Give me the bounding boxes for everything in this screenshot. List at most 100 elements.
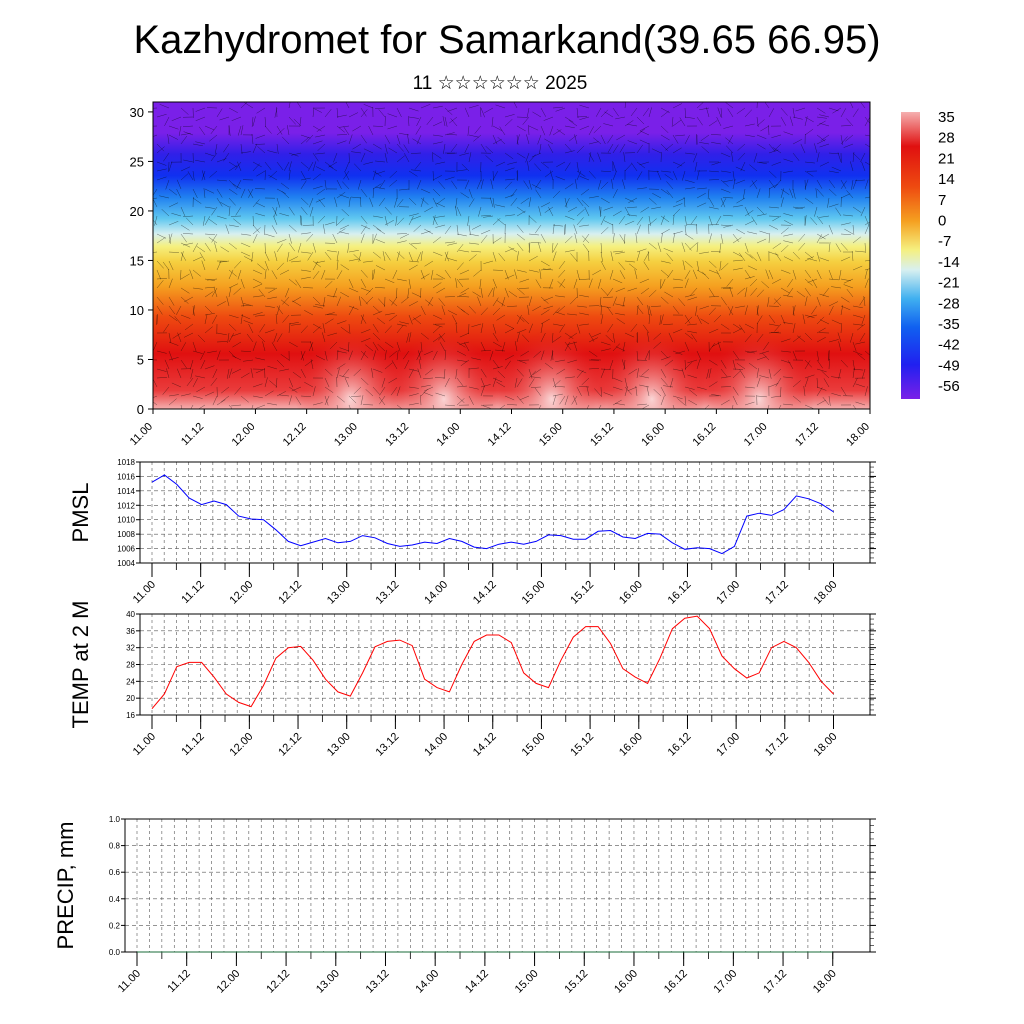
wind-barb — [864, 269, 868, 280]
x-tick-label: 11.12 — [179, 579, 206, 606]
wind-barb — [723, 125, 734, 129]
wind-barb — [672, 395, 683, 400]
wind-barb — [859, 332, 866, 342]
wind-barb — [600, 305, 611, 309]
wind-barb — [558, 269, 566, 278]
wind-barb — [852, 341, 857, 352]
wind-barb — [660, 170, 671, 173]
wind-barb — [183, 159, 194, 163]
wind-barb — [647, 332, 650, 343]
wind-barb — [744, 210, 754, 217]
wind-barb — [306, 134, 314, 143]
wind-barb — [360, 395, 364, 406]
series-line — [151, 615, 834, 710]
wind-barb — [416, 251, 422, 262]
wind-barb — [279, 213, 290, 217]
wind-barb — [828, 359, 830, 370]
wind-barb — [564, 150, 575, 154]
wind-barb — [732, 259, 743, 262]
wind-barb — [408, 368, 419, 372]
wind-barb — [159, 195, 170, 199]
wind-barb — [682, 260, 686, 271]
wind-barb — [396, 350, 399, 361]
wind-barb — [228, 206, 231, 217]
wind-barb — [827, 197, 830, 208]
wind-barb — [264, 269, 267, 280]
wind-barb — [548, 207, 554, 217]
wind-barb — [598, 404, 602, 409]
wind-barb — [774, 298, 782, 307]
wind-barb — [711, 341, 722, 347]
wind-barb — [838, 368, 842, 379]
wind-barb — [358, 251, 362, 262]
wind-barb — [564, 125, 575, 129]
wind-barb — [288, 116, 296, 125]
x-tick-label: 13.00 — [314, 968, 342, 996]
wind-barb — [183, 233, 194, 235]
wind-barb — [600, 368, 611, 370]
wind-barb — [852, 368, 863, 371]
wind-barb — [576, 170, 582, 181]
wind-barb — [514, 269, 518, 280]
x-tick-label: 16.00 — [617, 579, 645, 607]
wind-barb — [240, 314, 251, 320]
wind-barb — [272, 206, 278, 217]
wind-barb — [690, 287, 698, 296]
x-tick-label: 12.12 — [264, 968, 292, 996]
wind-barb — [840, 179, 847, 189]
wind-barb — [420, 305, 426, 316]
wind-barb — [180, 287, 190, 294]
wind-barb — [375, 287, 386, 289]
wind-barb — [639, 161, 650, 166]
wind-barb — [444, 241, 455, 244]
wind-barb — [264, 125, 272, 134]
x-tick-label: 14.12 — [463, 968, 491, 996]
colorbar-label: -21 — [938, 275, 960, 292]
wind-barb — [336, 404, 339, 409]
wind-barb — [852, 377, 858, 388]
wind-barb — [751, 180, 758, 190]
wind-barb — [168, 350, 173, 361]
y-axis-label: PMSL — [68, 483, 93, 543]
wind-barb — [653, 389, 662, 397]
wind-barb — [683, 197, 686, 208]
y-tick-label: 0.6 — [109, 868, 121, 877]
wind-barb — [432, 251, 443, 256]
wind-barb — [504, 181, 513, 190]
wind-barb — [772, 147, 782, 154]
wind-barb — [624, 386, 628, 397]
wind-barb — [768, 323, 779, 327]
wind-barb — [396, 107, 402, 118]
wind-barb — [840, 108, 847, 118]
wind-barb — [231, 355, 242, 361]
wind-barb — [451, 180, 458, 190]
wind-barb — [504, 247, 515, 253]
wind-barb — [660, 395, 665, 406]
x-tick-label: 17.00 — [712, 968, 740, 996]
wind-barb — [671, 116, 674, 127]
wind-barb — [761, 352, 770, 361]
wind-barb — [379, 179, 386, 189]
wind-barb — [850, 332, 854, 343]
wind-barb — [312, 173, 321, 181]
wind-barb — [543, 268, 554, 271]
wind-barb — [756, 289, 765, 298]
wind-barb — [819, 215, 830, 218]
wind-barb — [300, 269, 311, 272]
wind-barb — [519, 278, 530, 283]
wind-barb — [156, 237, 166, 244]
wind-barb — [274, 206, 278, 217]
wind-barb — [408, 242, 418, 250]
wind-barb — [750, 287, 758, 296]
wind-barb — [300, 134, 311, 139]
wind-barb — [684, 116, 695, 119]
wind-barb — [171, 213, 182, 217]
wind-barb — [480, 234, 488, 244]
wind-barb — [312, 185, 323, 190]
wind-barb — [411, 152, 422, 154]
wind-barb — [708, 120, 718, 127]
wind-barb — [807, 258, 818, 262]
wind-barb — [180, 314, 191, 319]
wind-barb — [295, 396, 302, 406]
